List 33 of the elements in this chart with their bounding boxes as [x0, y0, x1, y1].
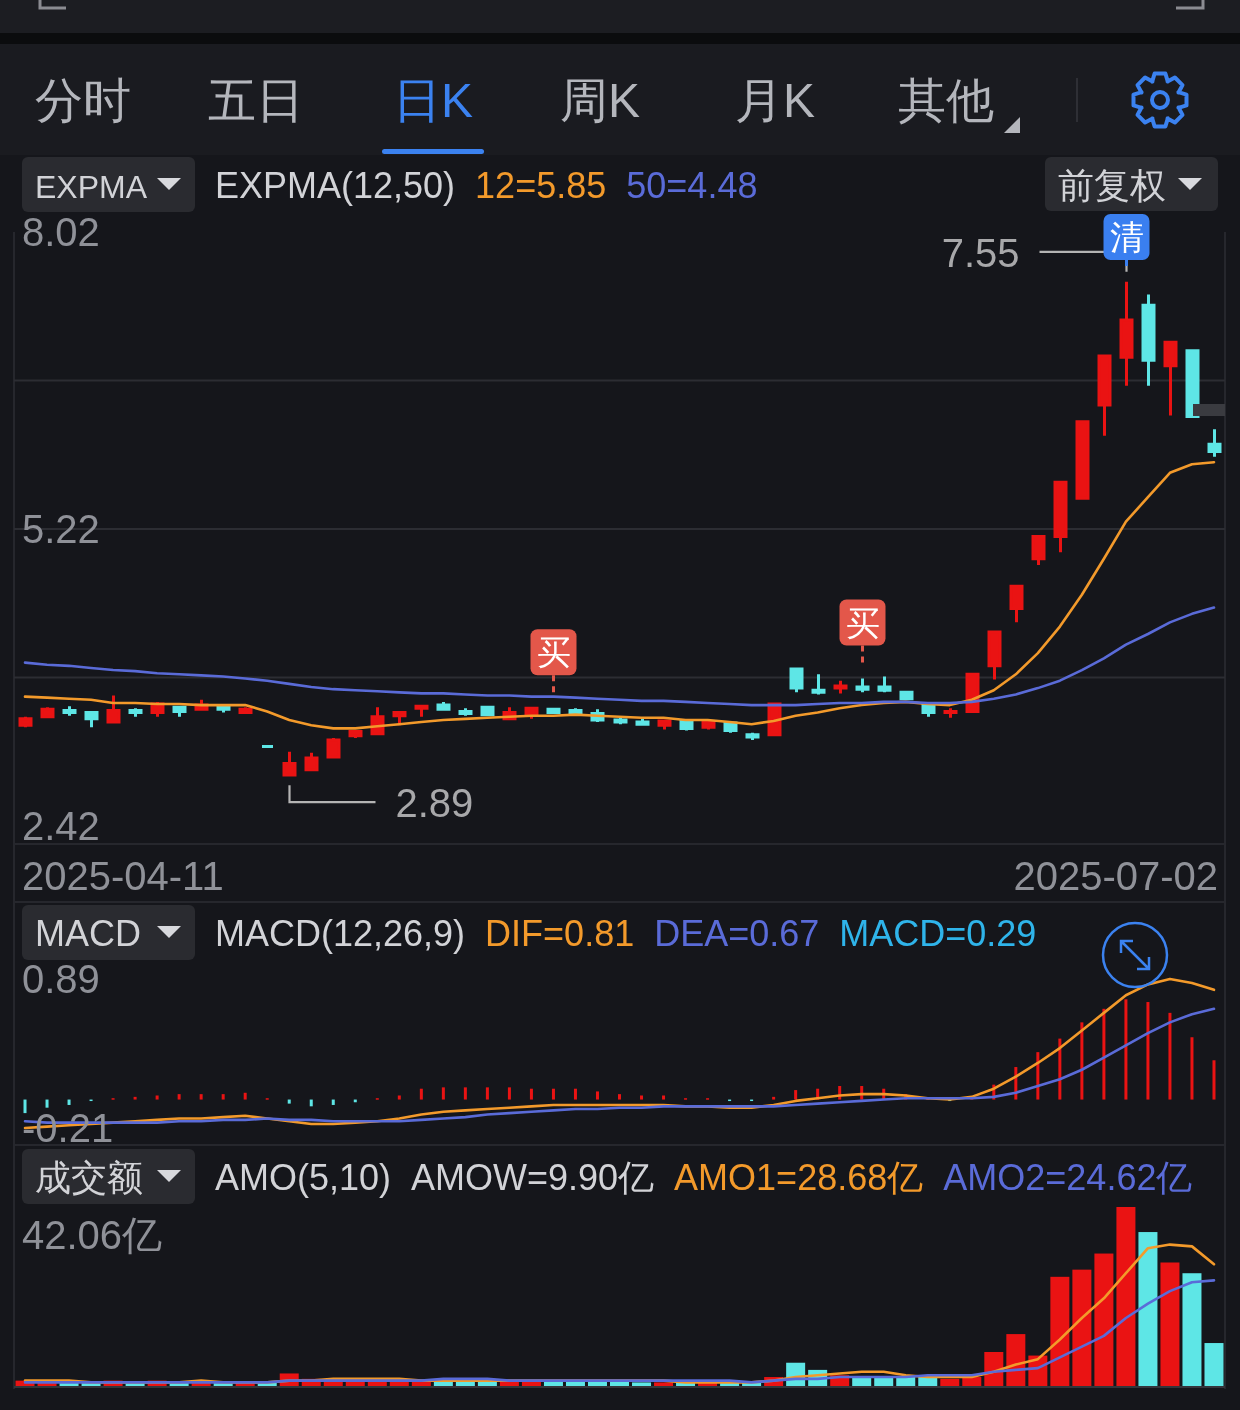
annotation: 2.89	[395, 781, 474, 826]
annotation: 7.55	[941, 230, 1020, 275]
text: MACD	[35, 913, 141, 954]
legend-title: MACD(12,26,9)	[215, 913, 466, 954]
text: 成交额	[35, 1157, 143, 1198]
text: DEA=0.67	[654, 913, 820, 954]
text: 2025-07-02	[1013, 854, 1218, 898]
text: MACD=0.29	[839, 913, 1037, 954]
annotation: 买	[536, 633, 571, 672]
annotation: 清	[1109, 218, 1144, 256]
text: 周K	[560, 74, 641, 127]
annotation: 42.06亿	[22, 1213, 163, 1257]
text: 五日	[208, 74, 304, 127]
text: 2025-04-11	[22, 854, 224, 898]
y-tick-label: 0.89	[22, 957, 100, 1001]
y-tick-label: 8.02	[22, 210, 100, 254]
text: 其他	[898, 74, 994, 127]
text: 12=5.85	[475, 165, 607, 206]
text: EXPMA	[35, 169, 148, 205]
text: 50=4.48	[626, 165, 758, 206]
annotation: 买	[845, 603, 880, 642]
legend-title: EXPMA(12,50)	[215, 165, 456, 206]
text: 月K	[735, 74, 816, 127]
text: 日K	[393, 74, 474, 127]
text: AMO2=24.62亿	[943, 1157, 1193, 1198]
y-tick-label: 2.42	[22, 804, 100, 848]
text: 分时	[35, 74, 131, 127]
text: AMOW=9.90亿	[411, 1157, 655, 1198]
text: 前复权	[1058, 165, 1166, 206]
text: AMO1=28.68亿	[674, 1157, 924, 1198]
text: DIF=0.81	[485, 913, 635, 954]
legend-title: AMO(5,10)	[215, 1157, 392, 1198]
y-tick-label: 5.22	[22, 507, 100, 551]
